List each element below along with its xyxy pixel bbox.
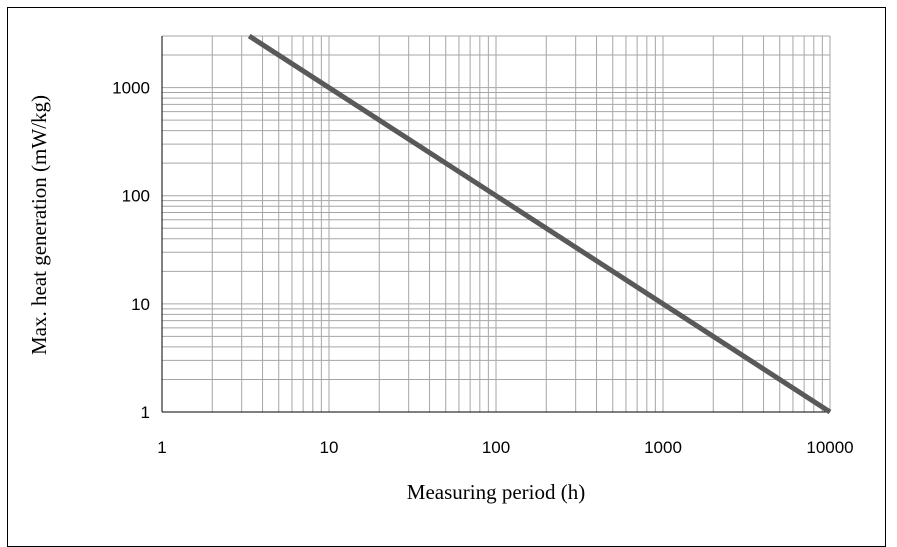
x-tick-label: 1 [157,438,166,457]
y-tick-label: 100 [122,187,150,206]
x-axis-title: Measuring period (h) [407,480,585,504]
x-tick-label: 100 [482,438,510,457]
x-tick-labels: 1 10 100 1000 10000 [157,438,853,457]
series-layer [247,33,832,415]
y-tick-labels: 1 10 100 1000 [112,79,150,422]
x-tick-label: 10000 [806,438,853,457]
x-tick-label: 10 [320,438,339,457]
grid-lines [161,35,831,413]
y-tick-label: 10 [131,295,150,314]
x-tick-label: 1000 [644,438,682,457]
y-axis-title: Max. heat generation (mW/kg) [27,95,51,355]
series-line-1 [247,33,832,415]
y-tick-label: 1 [141,403,150,422]
y-tick-label: 1000 [112,79,150,98]
heat-generation-chart: 1 10 100 1000 10000 1 10 100 1000 Measuring per… [27,33,854,504]
chart-frame [7,7,886,547]
